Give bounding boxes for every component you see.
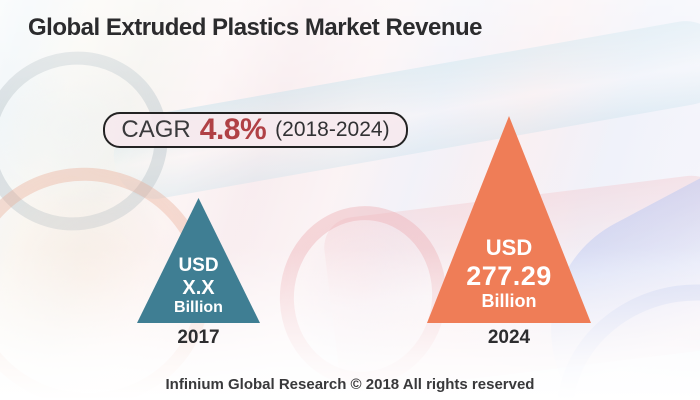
pyramid-2017: USD X.X Billion: [137, 198, 260, 323]
pyramid-2024-unit: Billion: [481, 290, 537, 311]
pyramid-2017-currency: USD: [178, 255, 219, 277]
cagr-period: (2018-2024): [275, 118, 390, 141]
pyramid-2017-year-label: 2017: [177, 327, 220, 348]
page-title: Global Extruded Plastics Market Revenue: [28, 14, 483, 41]
pyramid-2017-amount: X.X: [182, 276, 215, 299]
pyramid-2024-amount: 277.29: [466, 260, 552, 291]
pyramid-2017-unit: Billion: [174, 299, 223, 317]
pyramid-2024-currency: USD: [485, 234, 533, 260]
cagr-badge: CAGR 4.8% (2018-2024): [103, 112, 408, 148]
pyramid-2024-value: USD 277.29 Billion: [427, 234, 591, 311]
copyright-text: Infinium Global Research © 2018 All righ…: [165, 376, 535, 393]
background-tube-ring-red: [268, 195, 458, 397]
cagr-value: 4.8%: [199, 113, 267, 146]
pyramid-2017-value: USD X.X Billion: [137, 255, 260, 317]
pyramid-2024-year-label: 2024: [487, 327, 531, 348]
pyramid-2024: USD 277.29 Billion: [427, 116, 591, 323]
background-tube-teal: [107, 14, 700, 206]
cagr-label: CAGR: [121, 116, 191, 143]
